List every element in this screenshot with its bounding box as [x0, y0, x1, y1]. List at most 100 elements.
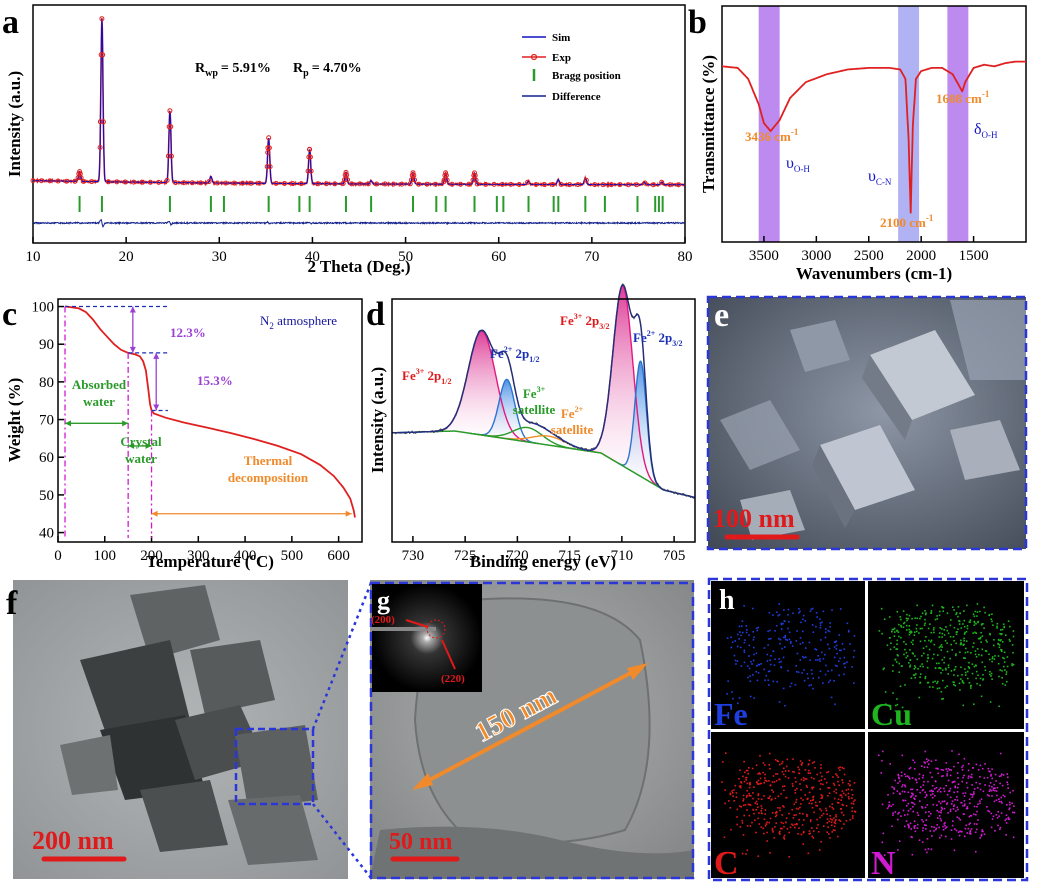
exp-marker	[139, 179, 145, 185]
element-dot	[803, 819, 805, 821]
element-dot	[760, 812, 763, 814]
element-dot	[946, 793, 949, 796]
element-dot	[969, 829, 972, 832]
element-dot	[788, 831, 790, 834]
element-dot	[811, 607, 814, 610]
element-dot	[938, 614, 941, 617]
element-dot	[930, 812, 932, 815]
element-dot	[1012, 635, 1015, 638]
element-dot	[958, 620, 960, 622]
arrow-head	[128, 442, 135, 449]
element-dot	[787, 613, 789, 616]
element-dot	[957, 762, 959, 764]
element-dot	[803, 831, 805, 833]
element-dot	[749, 782, 751, 785]
element-dot	[765, 823, 768, 825]
element-dot	[768, 764, 770, 766]
element-dot	[924, 791, 926, 794]
element-dot	[949, 635, 952, 638]
element-dot	[951, 824, 954, 827]
element-dot	[919, 617, 921, 620]
element-dot	[831, 819, 833, 821]
element-dot	[962, 792, 964, 795]
element-dot	[842, 781, 844, 784]
element-dot	[921, 841, 924, 843]
element-dot	[912, 802, 914, 804]
element-dot	[960, 639, 962, 642]
element-dot	[801, 672, 803, 674]
element-dot	[968, 832, 971, 835]
element-dot	[780, 762, 783, 765]
element-dot	[788, 621, 790, 623]
scale-bar-label: 100 nm	[713, 504, 795, 533]
exp-marker	[231, 180, 237, 186]
element-dot	[832, 808, 835, 810]
x-tick-label: 600	[327, 548, 350, 564]
element-dot	[806, 673, 809, 675]
element-dot	[794, 792, 797, 794]
element-dot	[793, 803, 796, 806]
element-dot	[782, 687, 785, 690]
element-dot	[1001, 683, 1004, 685]
element-dot	[936, 809, 938, 812]
element-dot	[895, 648, 897, 650]
exp-marker	[458, 181, 463, 187]
panel-letter: d	[366, 296, 385, 333]
element-dot	[892, 664, 894, 667]
element-dot	[819, 788, 822, 790]
element-dot	[810, 799, 812, 802]
element-dot	[923, 766, 926, 768]
element-dot	[964, 668, 966, 670]
element-dot	[913, 825, 915, 828]
element-dot	[944, 821, 946, 824]
element-dot	[793, 814, 795, 816]
element-dot	[1004, 795, 1006, 798]
element-dot	[993, 639, 995, 641]
element-dot	[828, 787, 831, 789]
element-dot	[901, 706, 904, 709]
exp-marker	[307, 146, 313, 152]
element-dot	[833, 797, 836, 800]
element-dot	[752, 639, 755, 641]
element-dot	[1009, 801, 1011, 804]
element-dot	[960, 678, 962, 680]
element-dot	[1001, 802, 1003, 804]
element-dot	[982, 674, 984, 676]
element-dot	[773, 781, 776, 783]
element-dot	[840, 794, 843, 796]
element-dot	[921, 612, 924, 614]
element-dot	[787, 608, 790, 611]
element-dot	[977, 768, 980, 771]
element-dot	[1005, 814, 1008, 816]
element-dot	[960, 642, 962, 644]
element-dot	[944, 639, 947, 642]
element-dot	[956, 772, 959, 774]
loss-label-1: 12.3%	[170, 325, 206, 340]
element-dot	[1007, 818, 1010, 821]
element-dot	[890, 805, 892, 807]
y-axis-label: Intensity (a.u.)	[5, 71, 24, 177]
element-dot	[889, 648, 892, 651]
zoom-region	[234, 727, 315, 806]
element-dot	[733, 654, 736, 657]
element-dot	[807, 852, 810, 855]
element-dot	[765, 780, 768, 782]
element-dot	[753, 786, 755, 788]
element-dot	[760, 798, 763, 800]
element-dot	[935, 827, 938, 830]
element-dot	[760, 782, 762, 785]
element-dot	[981, 635, 984, 637]
element-dot	[967, 769, 970, 772]
element-dot	[935, 828, 937, 831]
element-dot	[943, 800, 946, 802]
element-dot	[739, 631, 741, 633]
element-dot	[963, 637, 965, 640]
element-dot	[949, 624, 952, 627]
element-dot	[822, 610, 825, 613]
element-dot	[913, 797, 915, 799]
mode-label-v-oh: υO-H	[786, 155, 810, 174]
element-dot	[1007, 816, 1010, 819]
exp-marker	[273, 180, 279, 186]
element-dot	[735, 792, 738, 794]
element-dot	[851, 807, 853, 809]
